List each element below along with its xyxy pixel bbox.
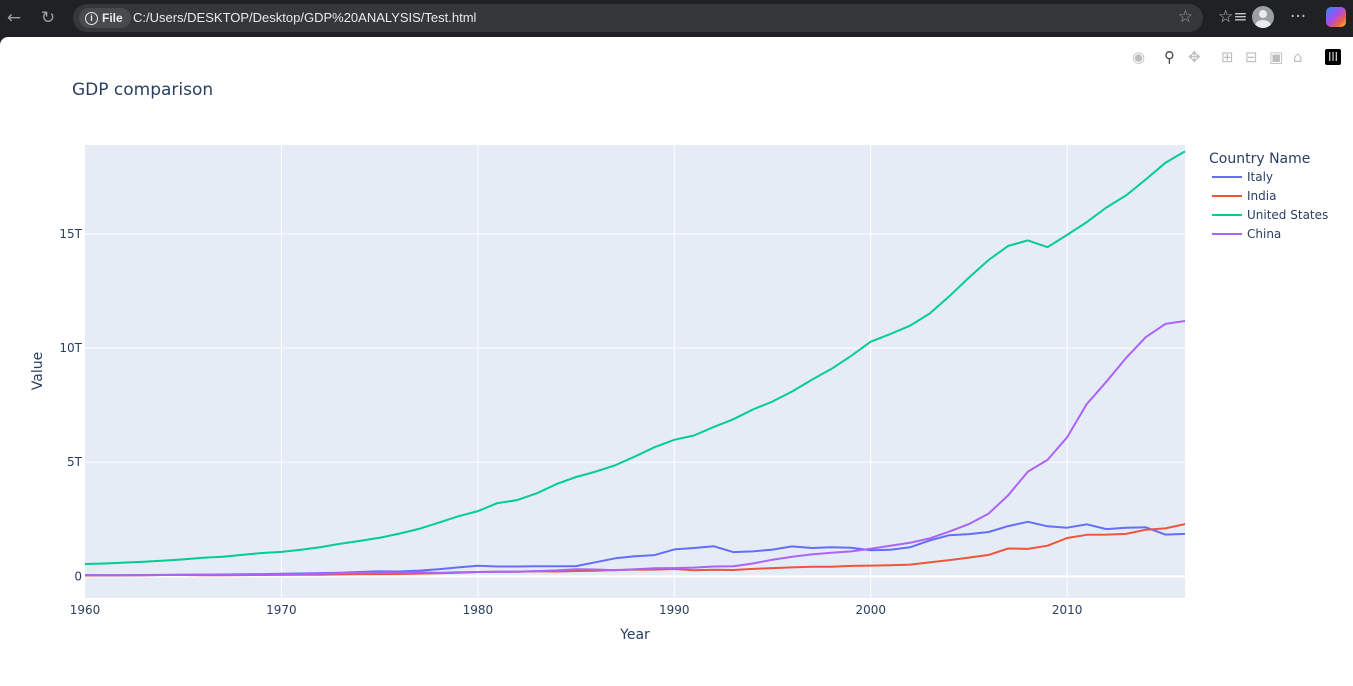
legend-title: Country Name — [1209, 151, 1310, 167]
url-text[interactable]: C:/Users/DESKTOP/Desktop/GDP%20ANALYSIS/… — [133, 10, 477, 25]
chart-title: GDP comparison — [72, 80, 213, 100]
plot-area[interactable] — [85, 145, 1185, 598]
profile-avatar[interactable] — [1252, 6, 1274, 28]
zoom-icon[interactable]: ⚲ — [1164, 48, 1175, 66]
legend-item-united-states[interactable]: United States — [1247, 208, 1328, 222]
info-icon: i — [85, 11, 98, 25]
plotly-logo-icon[interactable]: ||| — [1325, 49, 1341, 65]
zoom-in-icon[interactable]: ⊞ — [1221, 48, 1234, 66]
x-tick-label: 2010 — [1052, 603, 1083, 617]
site-info-button[interactable]: i File — [79, 8, 131, 28]
more-menu-icon[interactable]: ··· — [1290, 7, 1307, 27]
star-icon[interactable]: ☆ — [1177, 7, 1193, 27]
y-tick-label: 0 — [74, 569, 82, 583]
legend-item-india[interactable]: India — [1247, 189, 1276, 203]
y-tick-label: 10T — [59, 341, 82, 355]
camera-icon[interactable]: ◉ — [1132, 48, 1146, 66]
y-tick-label: 15T — [59, 227, 82, 241]
site-info-label: File — [102, 11, 123, 25]
x-tick-label: 2000 — [855, 603, 886, 617]
y-axis-label: Value — [30, 352, 46, 390]
zoom-out-icon[interactable]: ⊟ — [1245, 48, 1258, 66]
x-axis-label: Year — [619, 627, 650, 643]
x-tick-label: 1980 — [463, 603, 494, 617]
y-tick-label: 5T — [67, 455, 83, 469]
series-line-united-states[interactable] — [84, 150, 1186, 565]
x-tick-label: 1990 — [659, 603, 690, 617]
browser-toolbar: ← ↻ i File C:/Users/DESKTOP/Desktop/GDP%… — [0, 0, 1353, 37]
favorites-icon[interactable]: ☆≡ — [1218, 7, 1248, 27]
home-icon[interactable]: ⌂ — [1293, 48, 1303, 66]
x-tick-label: 1970 — [266, 603, 297, 617]
address-bar[interactable]: i File C:/Users/DESKTOP/Desktop/GDP%20AN… — [73, 4, 1203, 32]
x-tick-label: 1960 — [70, 603, 101, 617]
arrow-left-icon[interactable]: ← — [6, 8, 22, 28]
refresh-icon[interactable]: ↻ — [40, 8, 56, 28]
copilot-icon[interactable] — [1326, 7, 1346, 27]
legend-item-china[interactable]: China — [1247, 227, 1281, 241]
pan-icon[interactable]: ✥ — [1188, 48, 1201, 66]
series-line-china[interactable] — [84, 320, 1186, 577]
legend-item-italy[interactable]: Italy — [1247, 170, 1273, 184]
autoscale-icon[interactable]: ▣ — [1269, 48, 1284, 66]
